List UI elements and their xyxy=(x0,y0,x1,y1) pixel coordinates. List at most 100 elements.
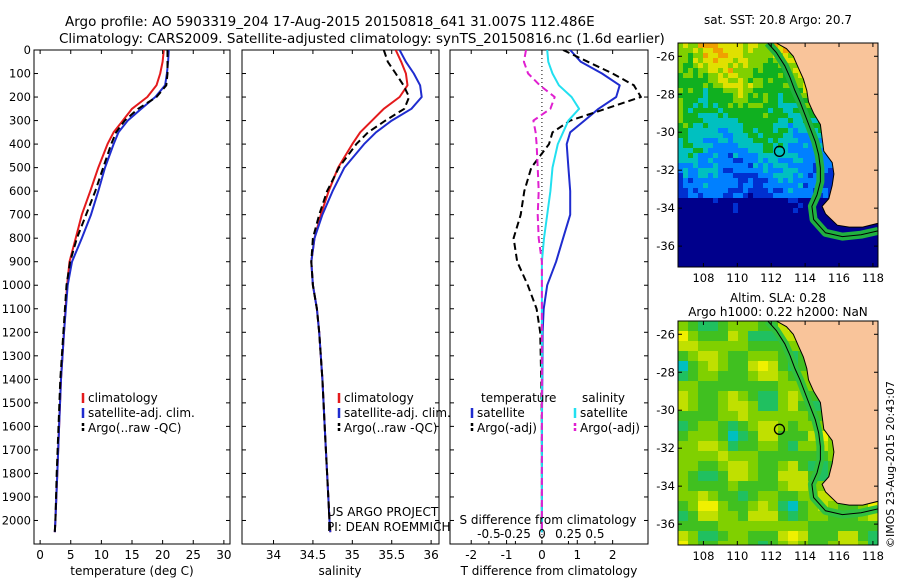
map-cell xyxy=(703,198,708,203)
legend-label: satellite xyxy=(580,406,628,420)
map-cell xyxy=(738,68,743,73)
map-cell xyxy=(758,188,763,193)
map-cell xyxy=(788,133,793,138)
map-cell xyxy=(683,48,688,53)
map-cell xyxy=(723,178,728,183)
map-cell xyxy=(793,158,798,163)
map-cell xyxy=(738,188,743,193)
map-cell xyxy=(698,511,708,521)
map-cell xyxy=(708,331,718,341)
map-cell xyxy=(743,128,748,133)
map-cell xyxy=(683,93,688,98)
map-cell xyxy=(748,238,753,243)
map-cell xyxy=(768,471,778,481)
map-cell xyxy=(723,108,728,113)
map-cell xyxy=(763,213,768,218)
map-cell xyxy=(788,178,793,183)
map-cell xyxy=(728,43,733,48)
map-cell xyxy=(733,168,738,173)
map-cell xyxy=(738,243,743,248)
map-cell xyxy=(743,43,748,48)
x-tick-label: -1 xyxy=(501,548,513,562)
map-cell xyxy=(678,213,683,218)
map-cell xyxy=(788,371,798,381)
map-cell xyxy=(778,143,783,148)
map-cell xyxy=(693,218,698,223)
map-cell xyxy=(723,163,728,168)
map-cell xyxy=(788,193,793,198)
map-cell xyxy=(743,228,748,233)
map-cell xyxy=(793,238,798,243)
map-cell xyxy=(733,233,738,238)
map-cell xyxy=(678,451,688,461)
map-cell xyxy=(803,153,808,158)
map-cell xyxy=(868,253,873,258)
map-cell xyxy=(768,253,773,258)
map-cell xyxy=(793,233,798,238)
difference-xlabel-top: S difference from climatology xyxy=(460,513,637,527)
map-cell xyxy=(698,93,703,98)
map-cell xyxy=(828,263,833,267)
map-cell xyxy=(698,128,703,133)
y-tick-label: -28 xyxy=(656,365,675,379)
map-cell xyxy=(803,88,808,93)
map-cell xyxy=(793,73,798,78)
map-cell xyxy=(678,521,688,531)
map-cell xyxy=(803,203,808,208)
map-cell xyxy=(723,203,728,208)
x-tick-label: 110 xyxy=(726,549,748,563)
map-cell xyxy=(688,441,698,451)
map-cell xyxy=(683,243,688,248)
map-cell xyxy=(848,228,853,233)
map-cell xyxy=(748,223,753,228)
x-tick-label: 36 xyxy=(423,548,438,562)
map-cell xyxy=(748,253,753,258)
map-cell xyxy=(708,68,713,73)
map-cell xyxy=(688,58,693,63)
map-cell xyxy=(753,113,758,118)
map-cell xyxy=(768,491,778,501)
map-cell xyxy=(758,153,763,158)
map-cell xyxy=(718,521,728,531)
map-cell xyxy=(808,521,818,531)
map-cell xyxy=(693,83,698,88)
map-cell xyxy=(803,148,808,153)
map-cell xyxy=(763,168,768,173)
map-cell xyxy=(798,153,803,158)
map-cell xyxy=(698,48,703,53)
map-cell xyxy=(733,163,738,168)
map-cell xyxy=(723,218,728,223)
map-cell xyxy=(683,83,688,88)
map-cell xyxy=(823,213,828,218)
map-cell xyxy=(723,148,728,153)
map-cell xyxy=(698,148,703,153)
map-cell xyxy=(793,143,798,148)
map-cell xyxy=(693,178,698,183)
map-cell xyxy=(768,431,778,441)
map-cell xyxy=(728,133,733,138)
map-cell xyxy=(748,128,753,133)
map-cell xyxy=(778,263,783,267)
map-cell xyxy=(793,113,798,118)
y-tick-label: 1500 xyxy=(2,396,31,410)
map-cell xyxy=(763,123,768,128)
map-cell xyxy=(758,511,768,521)
map-cell xyxy=(718,481,728,491)
map-cell xyxy=(773,78,778,83)
map-cell xyxy=(828,173,833,178)
map-cell xyxy=(773,83,778,88)
map-cell xyxy=(868,521,878,531)
map-cell xyxy=(683,153,688,158)
map-cell xyxy=(788,58,793,63)
map-cell xyxy=(678,341,688,351)
sla-map-title: Altim. SLA: 0.28 xyxy=(730,291,826,305)
map-cell xyxy=(693,213,698,218)
map-cell xyxy=(743,223,748,228)
map-cell xyxy=(788,461,798,471)
map-cell xyxy=(778,158,783,163)
map-cell xyxy=(678,63,683,68)
map-cell xyxy=(788,248,793,253)
map-cell xyxy=(808,223,813,228)
map-cell xyxy=(703,123,708,128)
